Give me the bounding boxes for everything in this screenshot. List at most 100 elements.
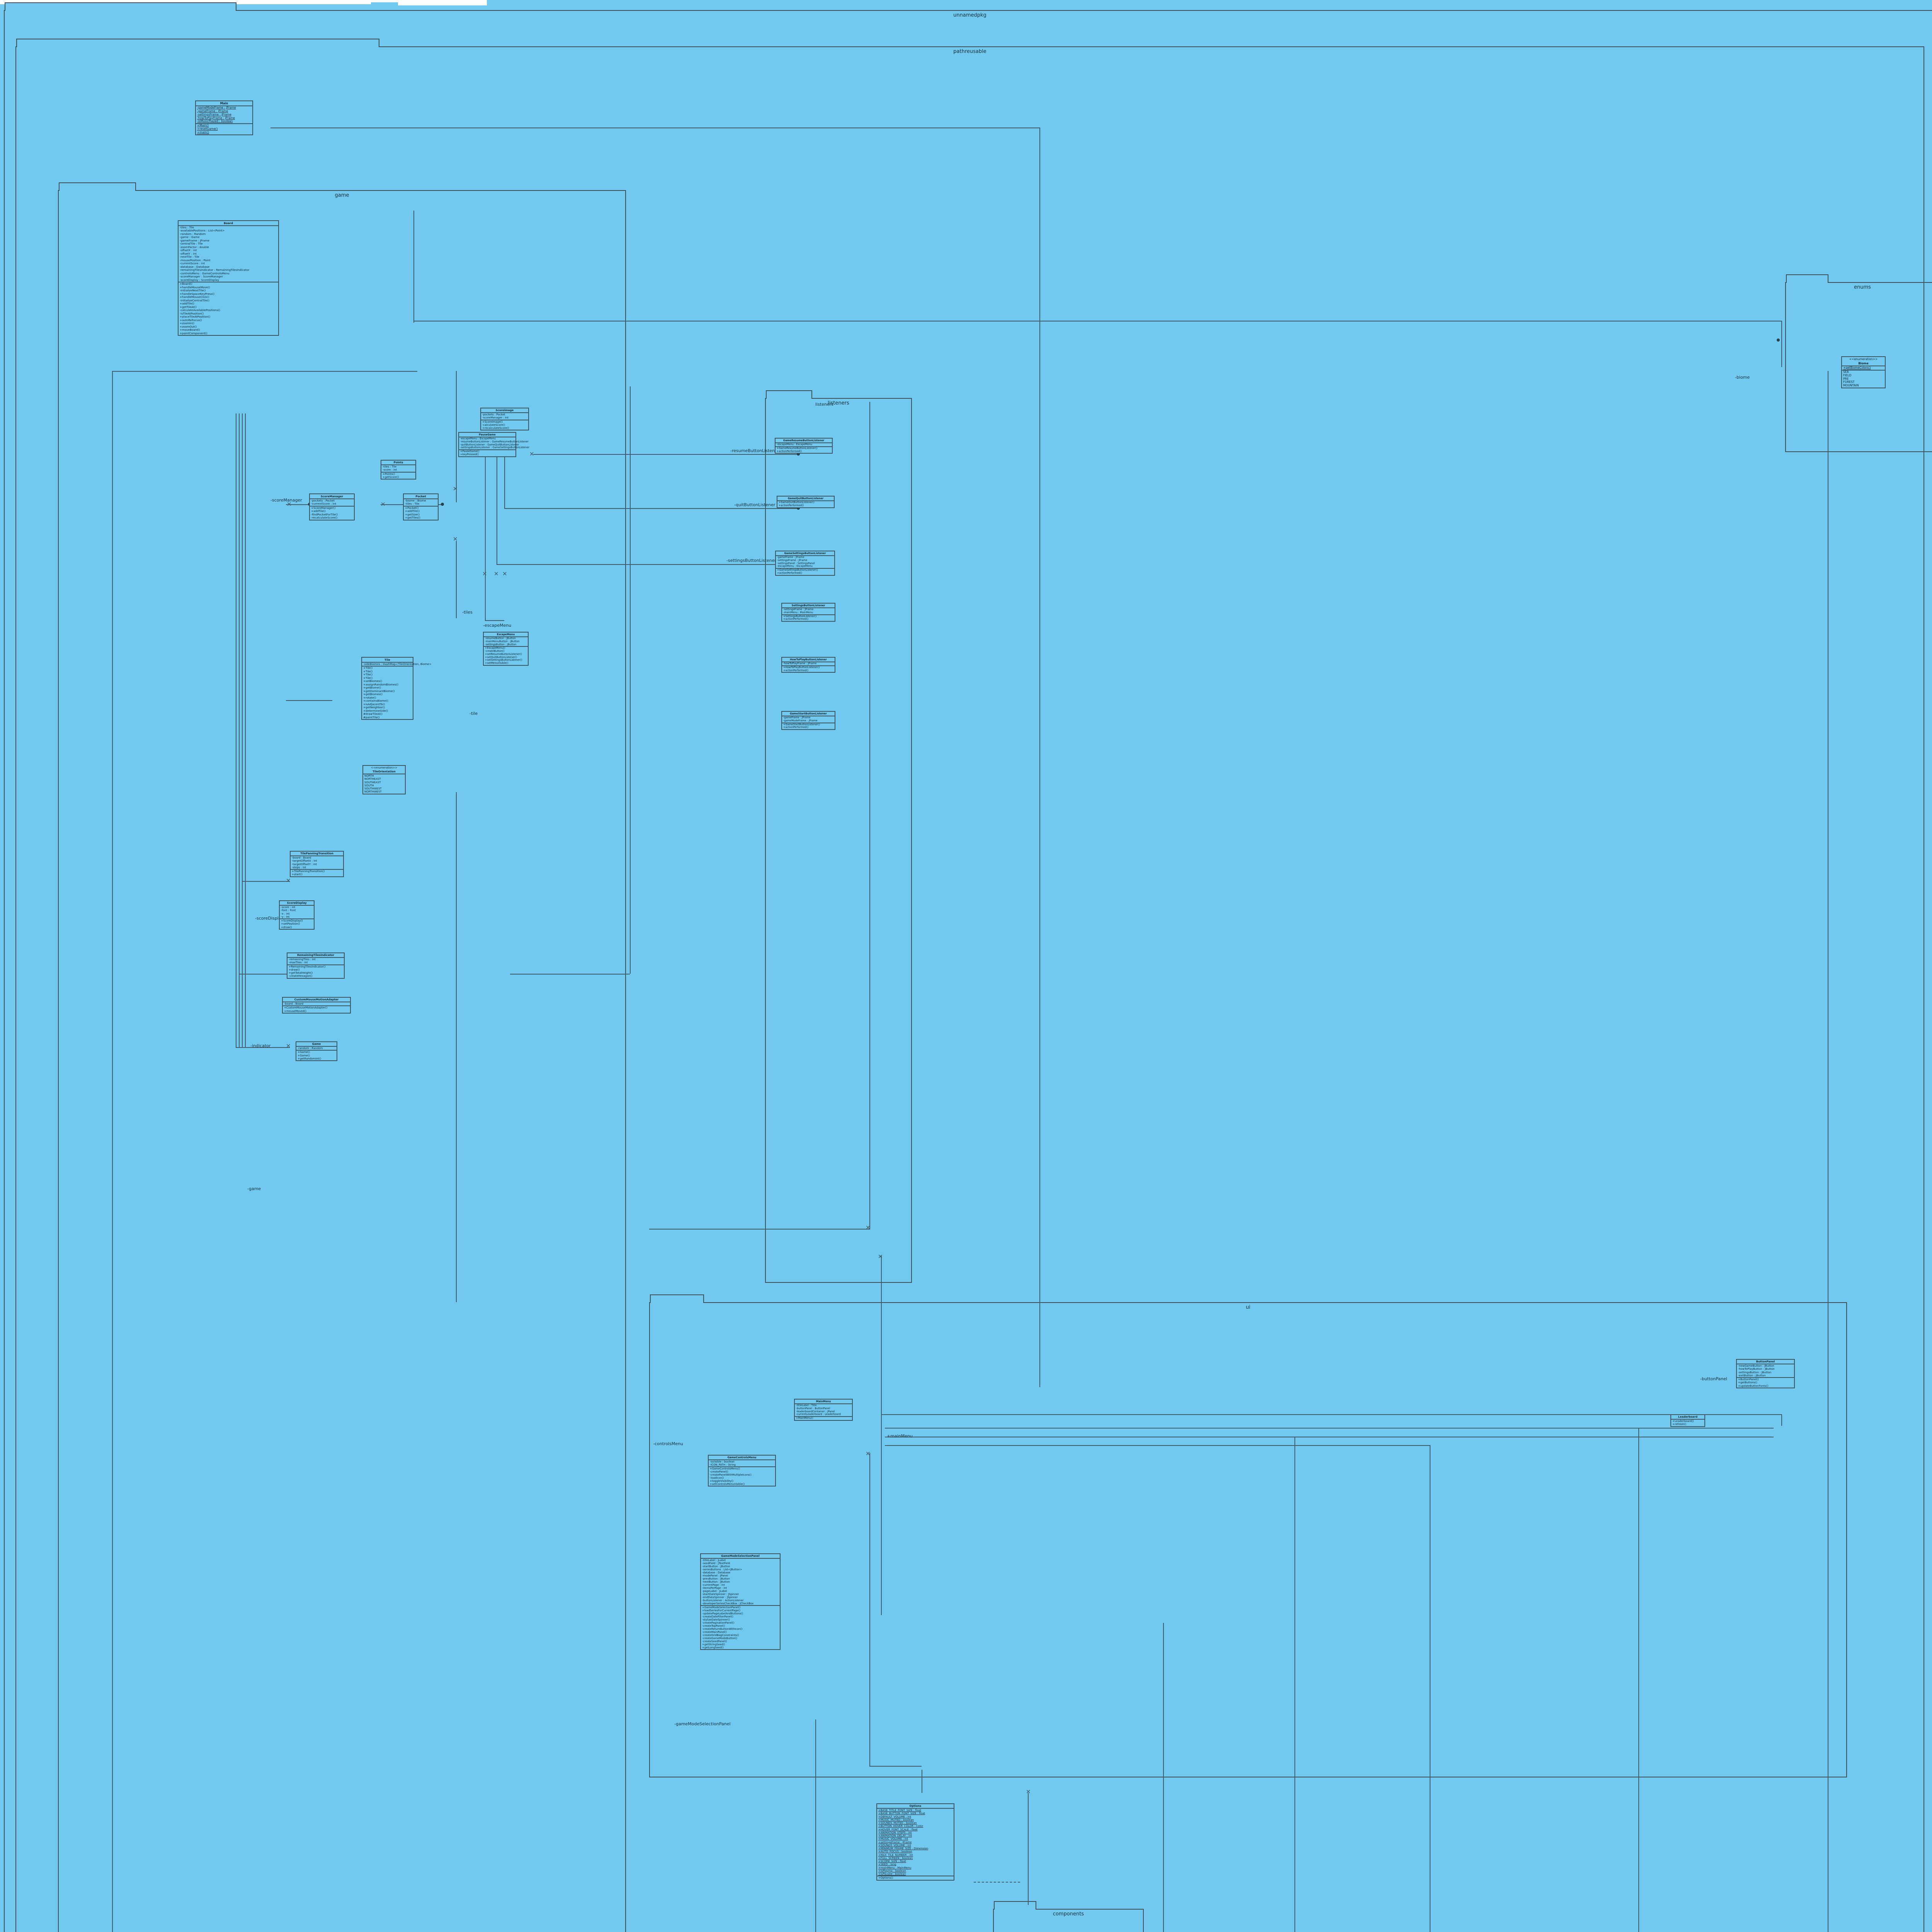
connector (885, 1428, 1774, 1429)
class-gamecontrolsmenu[interactable]: GameControlsMenu -isVisible : boolean -IC… (708, 1455, 776, 1487)
nav-marker-icon: ✕ (453, 485, 458, 492)
attribute: -quitButtonListener : GameQuitButtonList… (460, 443, 519, 446)
attributes: -gameModeFrame : JFrame -gameFrame : JFr… (196, 106, 252, 124)
methods: +ButtonPanel() +getButtons() +updateButton… (1737, 1378, 1794, 1388)
attribute: -x : int (281, 912, 290, 915)
class-options[interactable]: Options +BASE_TITLE_FONT_SIZE : float +BA… (876, 1803, 954, 1881)
method: -createDateFilterPanel() (702, 1615, 733, 1619)
attribute: -resumeButtonListener : GameResumeButton… (460, 440, 529, 443)
class-howtoplaybuttonlistener[interactable]: HowToPlayButtonListener -howToPlayFrame :… (781, 657, 835, 673)
attribute: -tiles : Tile (405, 502, 420, 506)
class-remainingtilesindicator[interactable]: RemainingTilesIndicator -remainingTiles … (287, 952, 345, 979)
connector (869, 402, 870, 1229)
edge-label-biome: -biome (1735, 375, 1750, 380)
package-tab (59, 182, 136, 191)
class-scoreimage[interactable]: ScoreImage -pockets : Pocket -scoreManager… (480, 408, 529, 431)
attribute: +DEFAULT_VOLUME : int (878, 1815, 911, 1818)
class-title: ScoreManager (310, 494, 354, 499)
class-title: RemainingTilesIndicator (287, 953, 344, 958)
connector (885, 1445, 1430, 1446)
attribute: -scoreManager : int (482, 416, 509, 420)
class-title: Main (196, 101, 252, 106)
class-pocket[interactable]: Pocket -biome : Biome -tiles : Tile +Pock… (403, 493, 439, 520)
attribute: +MUSIC_MUTED : boolean (878, 1818, 914, 1821)
method: +ScoreDisplay() (281, 919, 303, 922)
class-settingsbuttonlistener[interactable]: SettingsButtonListener -settingsFrame : J… (781, 603, 835, 622)
methods: +Board() +handleMouseMove() -initializeNex… (179, 282, 278, 335)
method: -recalculateScore() (311, 516, 338, 520)
method: +Game() (298, 1054, 310, 1057)
method: +keyPressed() (460, 452, 479, 456)
method: +getTileAt() (180, 305, 197, 309)
method: +ScoreManager() (311, 506, 336, 510)
class-title: GameSettingsButtonListener (776, 551, 834, 556)
class-scoredisplay[interactable]: ScoreDisplay -score : int -font : Font -x … (279, 900, 315, 930)
aggregation-dot (1777, 338, 1780, 342)
method: +Tile() (363, 666, 373, 670)
method: +recalculateScore() (482, 427, 509, 430)
attribute: -scoreDisplay : ScoreDisplay (180, 278, 219, 282)
class-mainmenu[interactable]: MainMenu -titleLabel : Title -buttonPanel… (794, 1399, 853, 1421)
class-buttonpanel[interactable]: ButtonPanel -newGameButton : JButton -how… (1736, 1359, 1795, 1388)
method: +assignRandomBiomes() (363, 682, 398, 686)
attribute: -startDateSpinner : JSpinner (702, 1593, 739, 1596)
edge-label-controlsmenu: -controlsMenu (653, 1441, 684, 1446)
class-leaderboard[interactable]: Leaderboard +Leaderboard() +refresh() (1670, 1414, 1705, 1427)
method: +GameResumeButtonListener() (777, 446, 818, 450)
class-custommousemotionadapter[interactable]: CustomMouseMotionAdapter -board : Board … (282, 997, 351, 1014)
method: +Tile() (363, 676, 373, 680)
class-main[interactable]: Main -gameModeFrame : JFrame -gameFrame … (195, 100, 253, 135)
package-label: listeners (828, 400, 849, 406)
method: +addTile() (180, 302, 194, 306)
class-gamemodeselectionpanel[interactable]: GameModeSelectionPanel -titleLabel : JLa… (700, 1553, 781, 1650)
edge-label-escapemenu: -escapeMenu (483, 623, 512, 628)
class-game[interactable]: Game -random : Random +Game() +Game() +get… (296, 1041, 337, 1061)
attribute: +BUTTON_HOVER_COLOR : Color (878, 1825, 923, 1828)
attribute: -game : Game (180, 235, 200, 239)
class-gameresumebuttonlistener[interactable]: GameResumeButtonListener -escapeMenu : E… (775, 438, 833, 454)
method: -initializeCentralTile() (180, 298, 209, 302)
class-gamesettingsbuttonlistener[interactable]: GameSettingsButtonListener -gameFrame : … (775, 551, 835, 576)
class-points[interactable]: Points -tiles : Tile -score : int +Points()… (381, 460, 416, 480)
attribute: -settingsButton : JButton (1738, 1371, 1772, 1374)
attribute: +FULL_SCREEN : boolean (878, 1856, 913, 1860)
attributes: -escapeMenu : EscapeMenu (776, 443, 832, 447)
enum-literal: NORTH (364, 774, 374, 777)
method: +determineSide() (363, 709, 388, 713)
class-scoremanager[interactable]: ScoreManager -pockets : Pocket -currentSc… (309, 493, 355, 520)
attributes: -settingsFrame : JFrame -mainMenu : MainM… (782, 608, 835, 615)
connector (1039, 128, 1040, 1387)
method: +Leaderboard() (1672, 1420, 1694, 1423)
method: -createGridBagConstraints() (702, 1634, 739, 1637)
enum-literal: MOUNTAIN (1843, 384, 1859, 388)
attribute: -exitButton : JButton (1738, 1374, 1766, 1377)
connector (286, 700, 332, 701)
methods: +Pocket() +addTile() +getSize() +getTiles() (404, 506, 438, 520)
attribute: +ANIMATION_STEPS : int (878, 1831, 912, 1834)
method: +setControlsMenuVisible() (710, 1483, 745, 1486)
class-escapemenu[interactable]: EscapeMenu -resumeButton : JButton -mainM… (483, 632, 529, 666)
attribute: -tiles : Tile (180, 226, 194, 229)
class-biome-enum[interactable]: <<enumeration>> Biome +getBiomeColors() … (1841, 356, 1886, 389)
attribute: -mainMenu : MainMenu (783, 611, 813, 614)
method: +actionPerformed() (777, 571, 803, 575)
attributes: -pockets : Pocket -scoreManager : int (481, 413, 528, 420)
method: +Game() (298, 1051, 310, 1054)
connector (239, 413, 240, 1047)
class-board[interactable]: Board -tiles : Tile -availablePositions :… (178, 220, 279, 336)
method: -createMainPanel() (702, 1631, 727, 1634)
class-tilepanningtransition[interactable]: TilePanningTransition -board : Board -tar… (290, 851, 344, 877)
method: +zoomOut() (180, 325, 197, 328)
class-gamequitbuttonlistener[interactable]: GameQuitButtonListener +GameQuitButtonLi… (777, 496, 835, 508)
class-tileorientation-enum[interactable]: <<enumeration>> TileOrientation NORTH NORTH… (362, 765, 406, 794)
package-components: components (993, 1901, 1144, 1932)
package-tab (16, 39, 379, 47)
edge-label-game: -game (247, 1186, 261, 1191)
method: -stylizeDateSpinner() (702, 1618, 730, 1622)
attribute: +SCORE_SIZE : float (878, 1860, 906, 1863)
class-gamestartbuttonlistener[interactable]: GameStartButtonListener -gameFrame : JFra… (781, 711, 835, 730)
method: +setSettingsButtonListener() (485, 658, 522, 662)
class-pausegame[interactable]: PauseGame -escapeMenu : EscapeMenu -resum… (458, 432, 529, 457)
class-tile[interactable]: Tile -sideBiomes : HashMap<TileOrientati… (361, 657, 432, 720)
package-label: pathreusable (953, 49, 986, 54)
